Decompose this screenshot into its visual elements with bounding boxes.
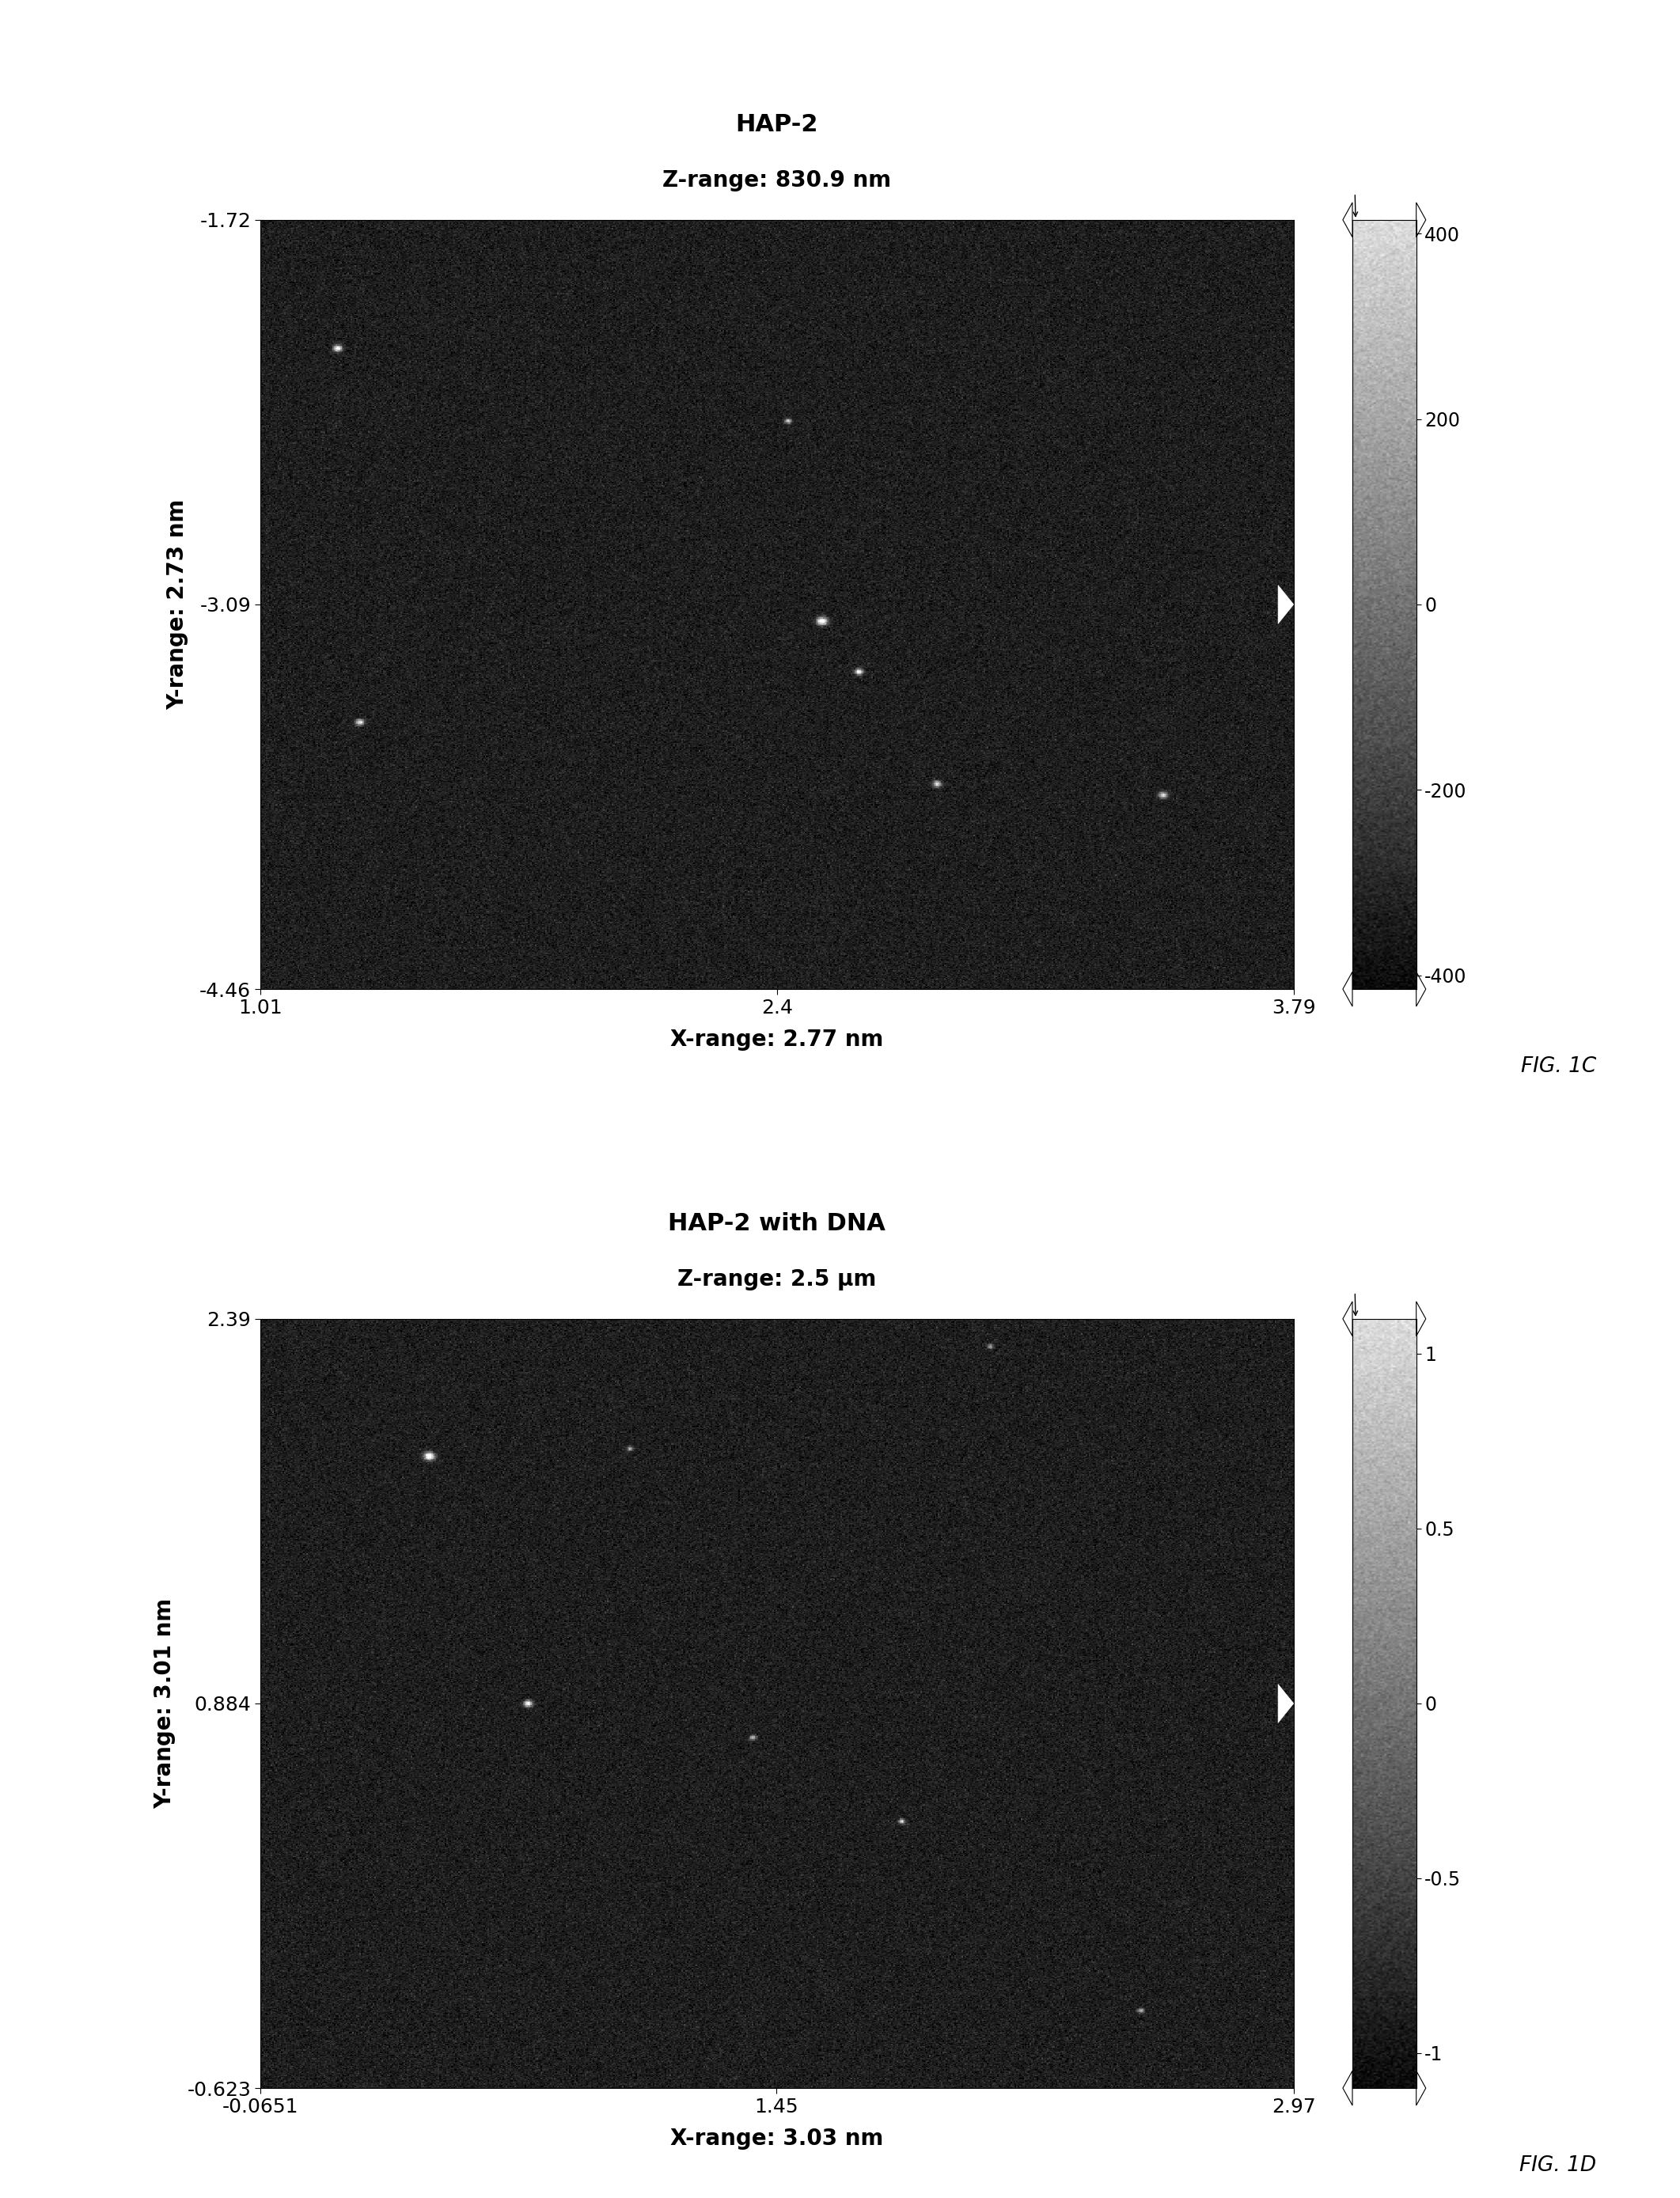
X-axis label: X-range: 2.77 nm: X-range: 2.77 nm xyxy=(670,1029,884,1051)
Polygon shape xyxy=(1416,202,1426,237)
Polygon shape xyxy=(1342,2071,1352,2106)
Polygon shape xyxy=(1278,1684,1294,1723)
Polygon shape xyxy=(1416,972,1426,1007)
Text: FIG. 1C: FIG. 1C xyxy=(1520,1057,1596,1077)
Text: FIG. 1D: FIG. 1D xyxy=(1519,2156,1596,2176)
Text: HAP-2: HAP-2 xyxy=(736,114,818,136)
Text: HAP-2 with DNA: HAP-2 with DNA xyxy=(669,1213,885,1235)
Text: Z-range: 830.9 nm: Z-range: 830.9 nm xyxy=(662,169,892,191)
Polygon shape xyxy=(1342,1301,1352,1336)
Polygon shape xyxy=(1342,202,1352,237)
Y-axis label: Y-range: 2.73 nm: Y-range: 2.73 nm xyxy=(166,499,188,710)
Polygon shape xyxy=(1278,585,1294,624)
Polygon shape xyxy=(1416,1301,1426,1336)
Polygon shape xyxy=(1416,2071,1426,2106)
Polygon shape xyxy=(1342,972,1352,1007)
Y-axis label: Y-range: 3.01 nm: Y-range: 3.01 nm xyxy=(155,1598,176,1809)
Text: Z-range: 2.5 μm: Z-range: 2.5 μm xyxy=(677,1268,877,1290)
X-axis label: X-range: 3.03 nm: X-range: 3.03 nm xyxy=(670,2128,884,2150)
